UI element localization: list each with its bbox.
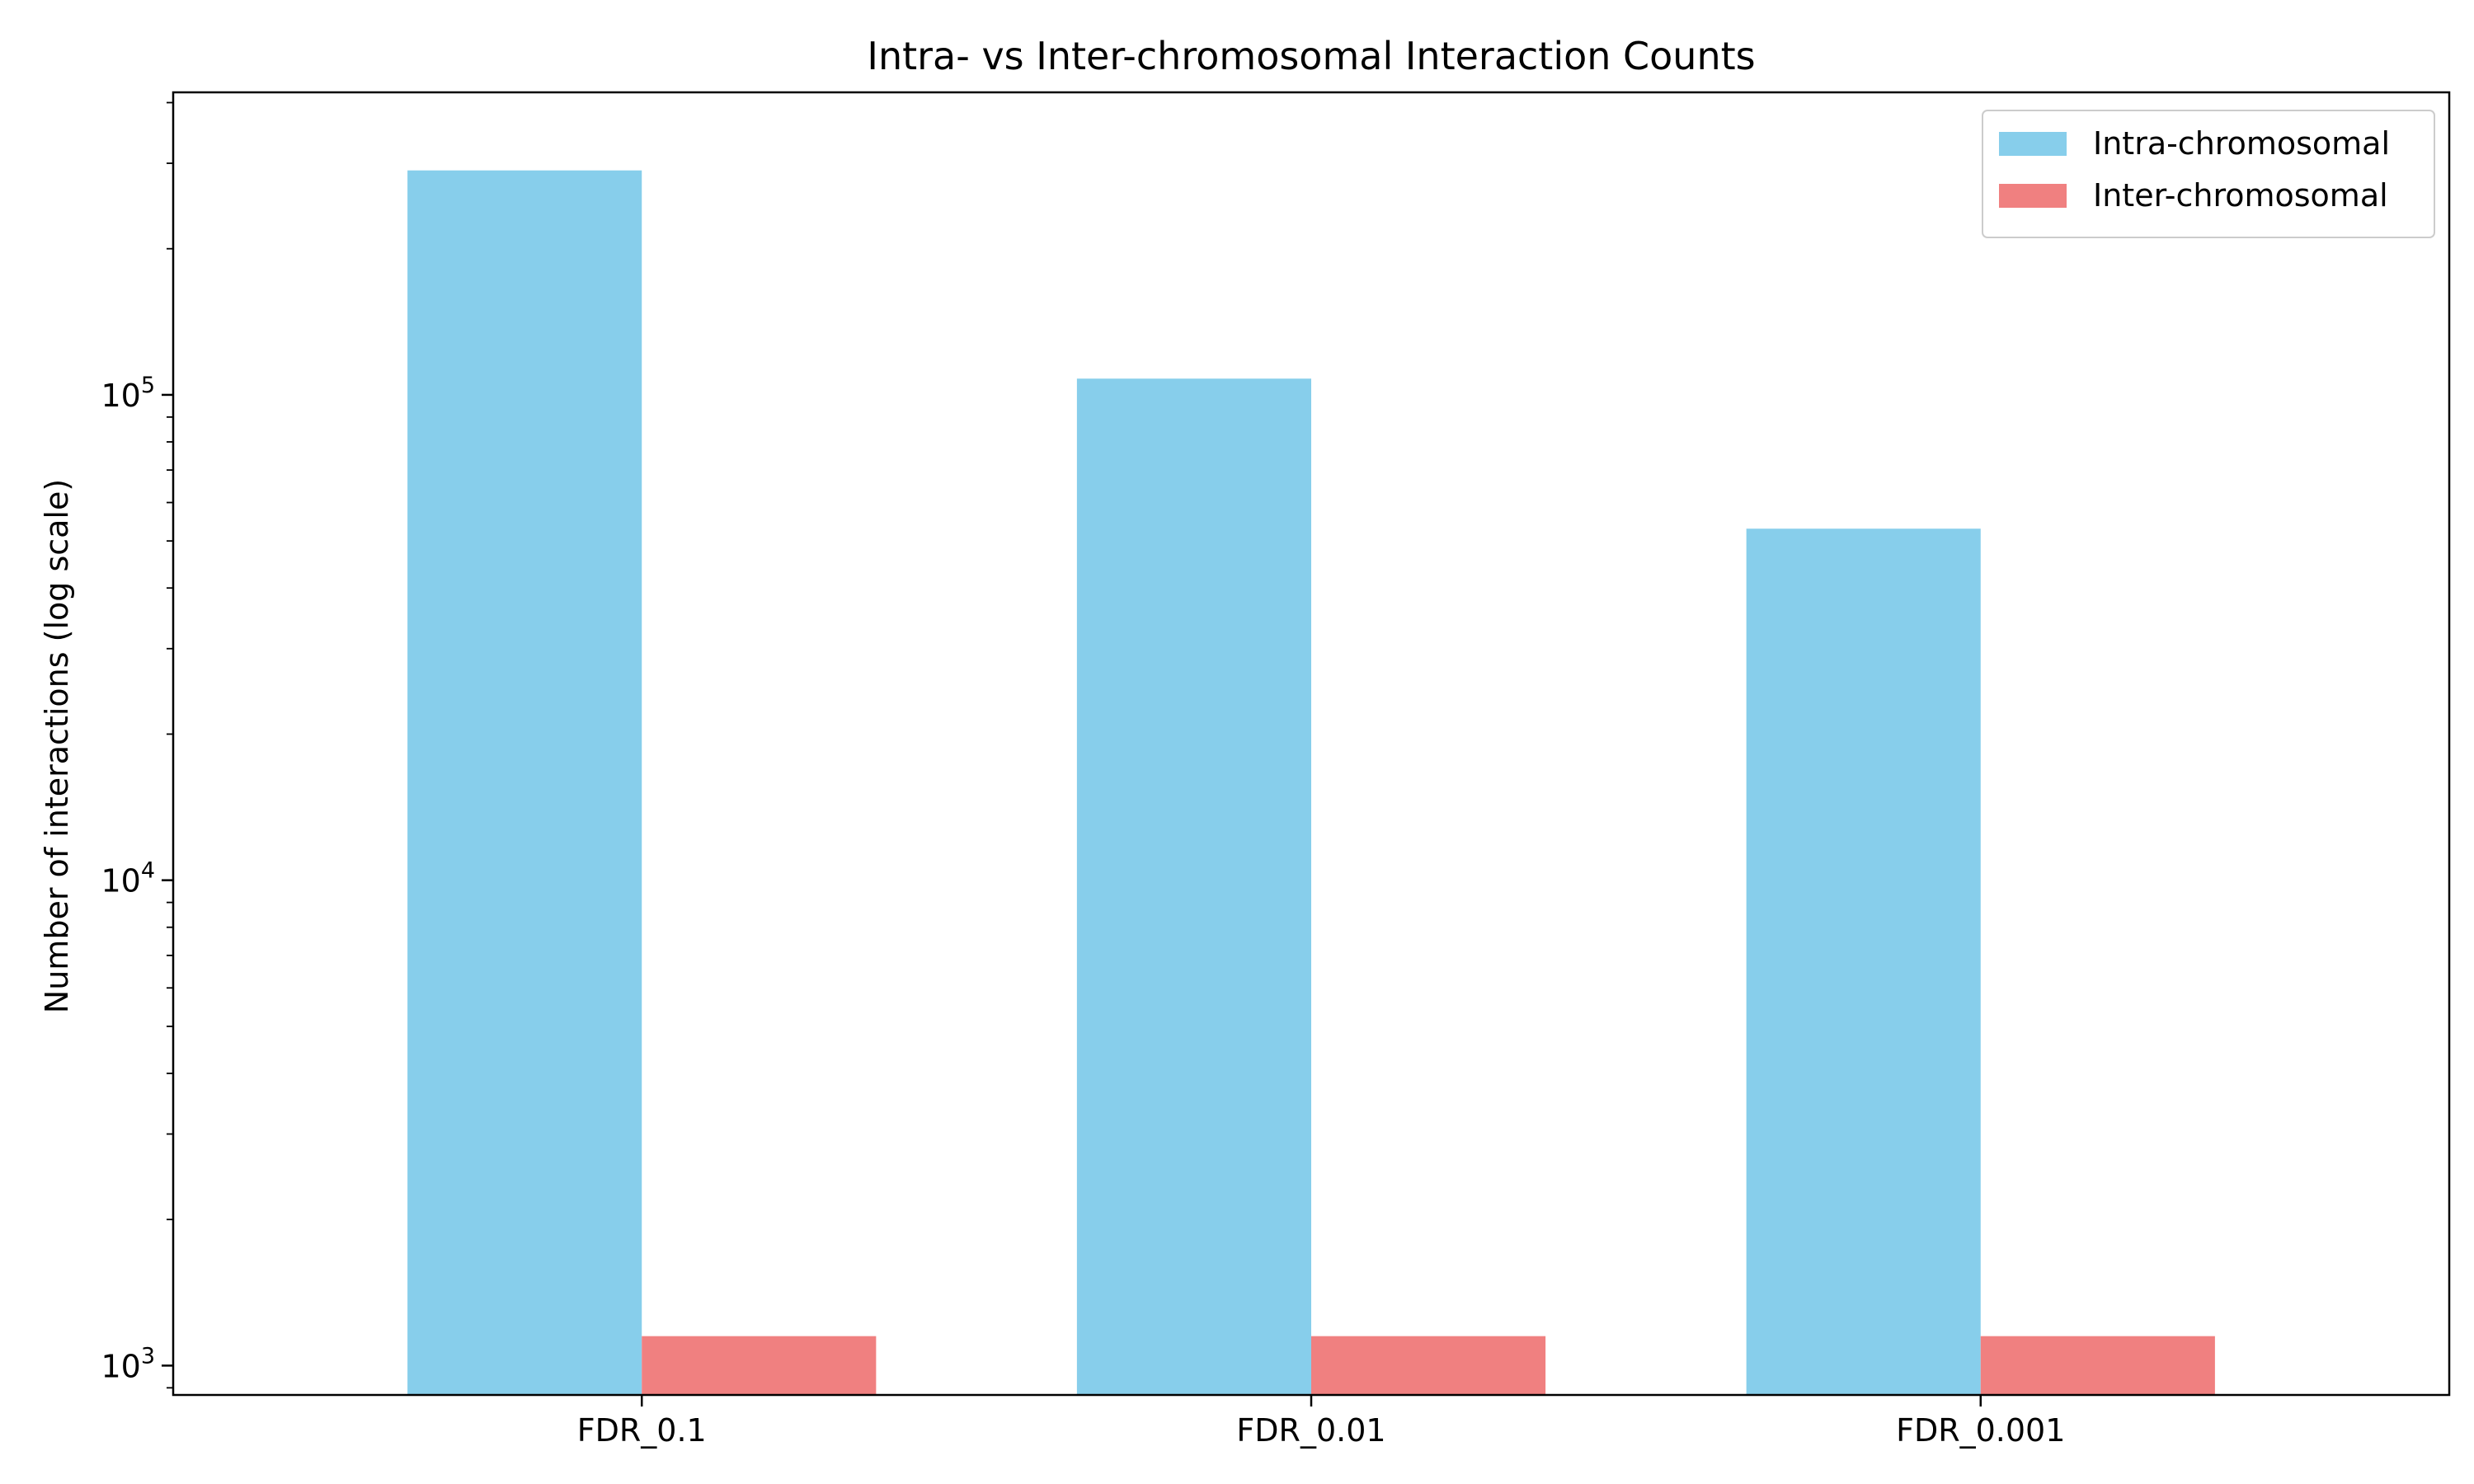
y-axis-ticks: 103 104 105 <box>101 101 173 1389</box>
x-axis-ticks: FDR_0.1 FDR_0.01 FDR_0.001 <box>577 1395 2065 1449</box>
chart-title: Intra- vs Inter-chromosomal Interaction … <box>867 34 1755 78</box>
legend-box <box>1982 110 2435 238</box>
x-tick-label: FDR_0.01 <box>1236 1412 1385 1449</box>
x-tick-label: FDR_0.001 <box>1896 1412 2065 1449</box>
legend: Intra-chromosomal Inter-chromosomal <box>1982 110 2435 238</box>
y-tick-label: 103 <box>101 1343 155 1384</box>
legend-swatch <box>1999 132 2067 156</box>
y-axis-label: Number of interactions (log scale) <box>39 479 75 1013</box>
plot-frame <box>172 91 2451 1397</box>
bar-intra-chromosomal-fdr_0.1 <box>407 170 642 1395</box>
bars-layer <box>407 170 2215 1396</box>
bar-inter-chromosomal-fdr_0.001 <box>1980 1336 2215 1395</box>
legend-label: Inter-chromosomal <box>2093 177 2388 214</box>
bar-intra-chromosomal-fdr_0.01 <box>1076 378 1311 1396</box>
y-tick-label: 104 <box>101 858 155 899</box>
legend-label: Intra-chromosomal <box>2093 125 2390 162</box>
bar-inter-chromosomal-fdr_0.1 <box>642 1336 877 1395</box>
y-tick-label: 105 <box>101 373 155 414</box>
x-tick-label: FDR_0.1 <box>577 1412 707 1449</box>
bar-intra-chromosomal-fdr_0.001 <box>1746 528 1981 1396</box>
legend-swatch <box>1999 184 2067 208</box>
bar-inter-chromosomal-fdr_0.01 <box>1311 1336 1546 1395</box>
